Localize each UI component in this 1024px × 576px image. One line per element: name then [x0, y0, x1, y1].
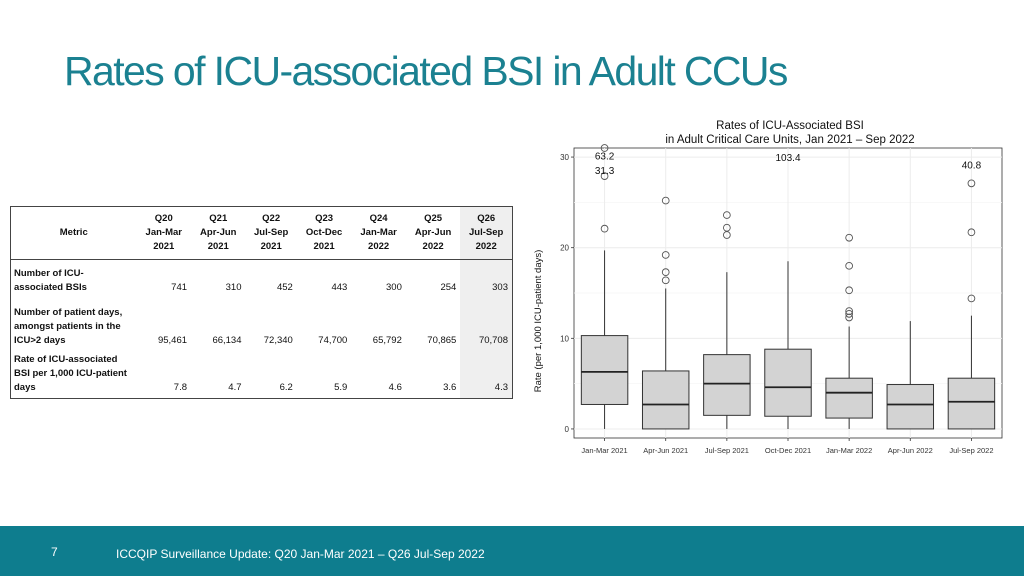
- outlier-annotation: 40.8: [962, 160, 982, 171]
- outlier-point: [661, 251, 670, 259]
- outlier-point: [845, 286, 853, 295]
- chart-subtitle: in Adult Critical Care Units, Jan 2021 –…: [665, 134, 914, 146]
- x-tick-label: Jul-Sep 2022: [949, 446, 993, 455]
- outlier-point: [845, 233, 853, 242]
- y-tick-label: 0: [565, 425, 570, 434]
- y-axis-label: Rate (per 1,000 ICU-patient days): [533, 250, 544, 393]
- table-cell: 72,340: [263, 334, 293, 346]
- table-cell: 70,708: [460, 297, 513, 351]
- column-header-q26: Q26 Jul-Sep 2022: [460, 206, 513, 260]
- outlier-point: [845, 309, 853, 318]
- row-label: Rate of ICU-associated BSI per 1,000 ICU-…: [14, 354, 127, 393]
- outlier-point: [600, 172, 609, 180]
- box-iqr: [947, 377, 996, 430]
- column-header-q21: Q21 Apr-Jun 2021: [191, 206, 246, 260]
- table-cell: 5.9: [334, 382, 348, 393]
- slide-title: Rates of ICU-associated BSI in Adult CCU…: [64, 48, 788, 94]
- table-row-patient-days: Number of patient days, amongst patients …: [11, 297, 513, 351]
- outlier-point: [967, 294, 976, 303]
- outlier-point: [967, 228, 976, 237]
- footer-bar: 7 ICCQIP Surveillance Update: Q20 Jan-Ma…: [0, 526, 1024, 576]
- table-cell: 452: [276, 281, 293, 293]
- outlier-annotation: 103.4: [775, 153, 800, 164]
- column-header-q23: Q23 Oct-Dec 2021: [296, 206, 352, 260]
- box-iqr: [825, 377, 873, 419]
- page-number: 7: [51, 545, 58, 559]
- box-iqr: [580, 335, 629, 405]
- y-tick-label: 30: [560, 153, 569, 162]
- outlier-annotation: 63.2: [595, 151, 615, 162]
- table-cell: 443: [331, 281, 348, 293]
- outlier-point: [723, 231, 731, 239]
- table-cell: 74,700: [318, 334, 348, 346]
- outlier-point: [967, 179, 976, 188]
- outlier-point: [600, 144, 609, 152]
- x-tick-label: Jul-Sep 2021: [705, 446, 749, 455]
- table-cell: 70,865: [427, 334, 457, 346]
- table-cell: 741: [171, 281, 188, 293]
- metric-header: Metric: [10, 206, 137, 260]
- table-row-bsi-count: Number of ICU-associated BSIs 741 310 45…: [11, 259, 513, 298]
- metrics-table: Metric Q20 Jan-Mar 2021 Q21 Apr-Jun 2021 Q22…: [10, 206, 513, 399]
- table-cell: 310: [225, 281, 242, 293]
- row-label: Number of ICU-associated BSIs: [14, 267, 87, 293]
- box-iqr: [764, 348, 812, 417]
- outlier-point: [661, 196, 670, 205]
- column-header-q22: Q22 Jul-Sep 2021: [245, 206, 297, 260]
- x-tick-label: Jan-Mar 2022: [826, 446, 872, 455]
- outlier-point: [723, 223, 731, 232]
- box-layer: [580, 144, 996, 430]
- table-cell: 6.2: [279, 382, 293, 393]
- outlier-point: [661, 268, 670, 277]
- table-cell: 65,792: [372, 334, 402, 346]
- box-iqr: [886, 384, 935, 430]
- table-cell: 66,134: [212, 334, 242, 346]
- box-iqr: [703, 354, 751, 416]
- outlier-point: [723, 211, 731, 219]
- table-cell: 3.6: [443, 382, 457, 393]
- table-header-row: Metric Q20 Jan-Mar 2021 Q21 Apr-Jun 2021 Q22…: [10, 206, 513, 260]
- annotation-layer: 63.2 31.3 103.4 40.8: [595, 151, 982, 177]
- table-cell: 4.6: [388, 382, 402, 393]
- column-header-q20: Q20 Jan-Mar 2021: [136, 206, 192, 260]
- table-cell: 7.8: [173, 382, 188, 393]
- table-cell: 4.7: [228, 382, 242, 393]
- table-cell: 95,461: [157, 334, 188, 346]
- footer-text: ICCQIP Surveillance Update: Q20 Jan-Mar …: [116, 547, 485, 561]
- table-row-bsi-rate: Rate of ICU-associated BSI per 1,000 ICU-…: [11, 350, 513, 399]
- boxplot-chart: Rates of ICU-Associated BSI in Adult Cri…: [533, 120, 1003, 455]
- x-tick-label: Oct-Dec 2021: [765, 446, 811, 455]
- x-tick-label: Apr-Jun 2021: [643, 446, 688, 455]
- outlier-point: [845, 261, 853, 270]
- x-tick-label: Jan-Mar 2021: [581, 446, 627, 455]
- outlier-point: [661, 276, 670, 285]
- axis-layer: 0 10 20 30 Jan-Mar 2021 Apr-Jun 2021 Jul-Sep 2…: [560, 153, 993, 455]
- column-header-q24: Q24 Jan-Mar 2022: [351, 206, 406, 260]
- table-cell: 300: [386, 281, 402, 293]
- outlier-point: [845, 313, 853, 322]
- y-tick-label: 20: [560, 244, 569, 253]
- box-iqr: [641, 370, 690, 430]
- table-cell: 254: [440, 281, 457, 293]
- column-header-q25: Q25 Apr-Jun 2022: [405, 206, 461, 260]
- y-tick-label: 10: [560, 334, 569, 343]
- row-label: Number of patient days, amongst patients …: [14, 306, 123, 346]
- table-cell: 303: [460, 259, 513, 298]
- outlier-point: [845, 307, 853, 315]
- chart-title: Rates of ICU-Associated BSI: [716, 120, 864, 132]
- x-tick-label: Apr-Jun 2022: [888, 446, 933, 455]
- outlier-annotation: 31.3: [595, 166, 615, 177]
- table-cell: 4.3: [460, 350, 513, 399]
- outlier-point: [600, 224, 609, 233]
